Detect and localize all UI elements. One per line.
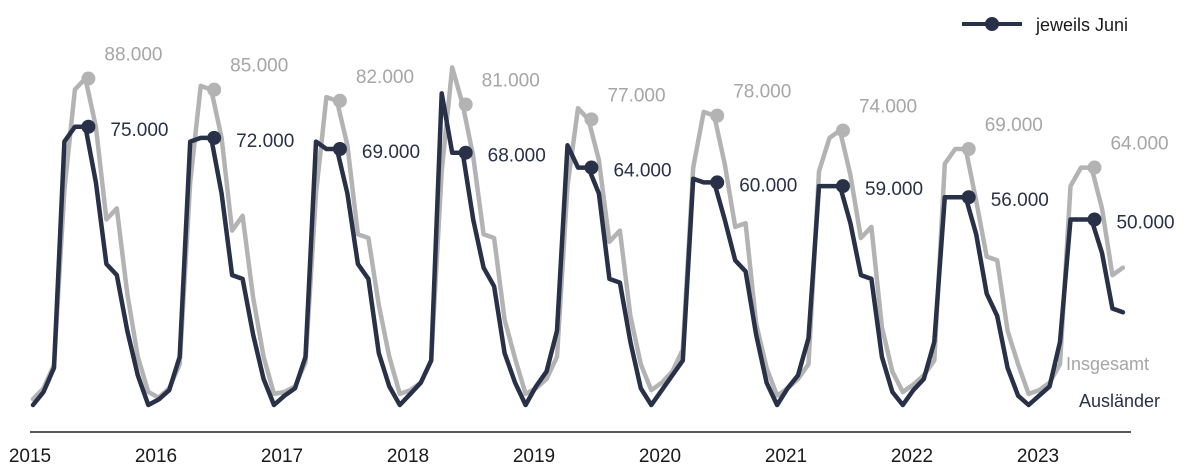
data-label-auslaender: 59.000 bbox=[865, 179, 923, 200]
june-marker-auslaender bbox=[584, 160, 599, 175]
data-label-insgesamt: 82.000 bbox=[356, 67, 414, 88]
series-label-insgesamt: Insgesamt bbox=[1066, 354, 1149, 374]
june-marker-insgesamt bbox=[710, 108, 725, 123]
series-line-insgesamt bbox=[30, 65, 1126, 402]
data-label-auslaender: 75.000 bbox=[110, 120, 168, 141]
june-marker-auslaender bbox=[332, 142, 347, 157]
june-marker-insgesamt bbox=[584, 112, 599, 127]
data-label-insgesamt: 74.000 bbox=[859, 96, 917, 117]
x-tick-label: 2017 bbox=[261, 446, 303, 466]
series-line-auslaender bbox=[30, 91, 1126, 408]
series-labels: Insgesamt Ausländer bbox=[1066, 354, 1160, 411]
x-tick-label: 2021 bbox=[765, 446, 807, 466]
june-marker-insgesamt bbox=[207, 82, 222, 97]
june-marker-auslaender bbox=[458, 145, 473, 160]
june-marker-insgesamt bbox=[961, 142, 976, 157]
legend-marker bbox=[985, 17, 999, 31]
june-marker-auslaender bbox=[835, 179, 850, 194]
data-label-insgesamt: 64.000 bbox=[1110, 134, 1168, 155]
marker-layer bbox=[81, 71, 1102, 227]
data-label-auslaender: 68.000 bbox=[488, 146, 546, 167]
june-marker-auslaender bbox=[1087, 212, 1102, 227]
x-axis-ticks: 2015 2016 2017 2018 2019 2020 2021 2022 2023 bbox=[9, 446, 1059, 466]
legend-label: jeweils Juni bbox=[1035, 15, 1128, 35]
june-marker-auslaender bbox=[207, 130, 222, 145]
june-marker-auslaender bbox=[81, 119, 96, 134]
june-marker-auslaender bbox=[961, 190, 976, 205]
data-label-insgesamt: 85.000 bbox=[230, 56, 288, 77]
june-marker-insgesamt bbox=[458, 97, 473, 112]
series-label-auslaender: Ausländer bbox=[1079, 391, 1160, 411]
x-tick-label: 2019 bbox=[513, 446, 555, 466]
data-label-auslaender: 64.000 bbox=[613, 161, 671, 182]
x-tick-label: 2022 bbox=[891, 446, 933, 466]
data-label-insgesamt: 81.000 bbox=[482, 70, 540, 91]
data-label-auslaender: 50.000 bbox=[1116, 213, 1174, 234]
legend: jeweils Juni bbox=[962, 15, 1128, 35]
june-marker-insgesamt bbox=[1087, 160, 1102, 175]
data-label-auslaender: 60.000 bbox=[739, 175, 797, 196]
x-tick-label: 2023 bbox=[1017, 446, 1059, 466]
x-tick-label: 2016 bbox=[135, 446, 177, 466]
june-marker-insgesamt bbox=[81, 71, 96, 86]
data-label-insgesamt: 77.000 bbox=[607, 85, 665, 106]
june-marker-insgesamt bbox=[332, 93, 347, 108]
data-label-insgesamt: 88.000 bbox=[104, 45, 162, 66]
june-marker-auslaender bbox=[710, 175, 725, 190]
x-tick-label: 2020 bbox=[639, 446, 681, 466]
data-label-insgesamt: 78.000 bbox=[733, 82, 791, 103]
data-label-insgesamt: 69.000 bbox=[985, 115, 1043, 136]
x-tick-label: 2015 bbox=[9, 446, 51, 466]
x-tick-label: 2018 bbox=[387, 446, 429, 466]
series-layer bbox=[30, 65, 1126, 408]
data-label-auslaender: 56.000 bbox=[991, 190, 1049, 211]
data-label-auslaender: 69.000 bbox=[362, 142, 420, 163]
june-marker-insgesamt bbox=[835, 123, 850, 138]
data-label-auslaender: 72.000 bbox=[236, 131, 294, 152]
data-label-layer: 88.000 75.000 85.000 72.000 82.000 69.000 81.0… bbox=[104, 45, 1174, 234]
